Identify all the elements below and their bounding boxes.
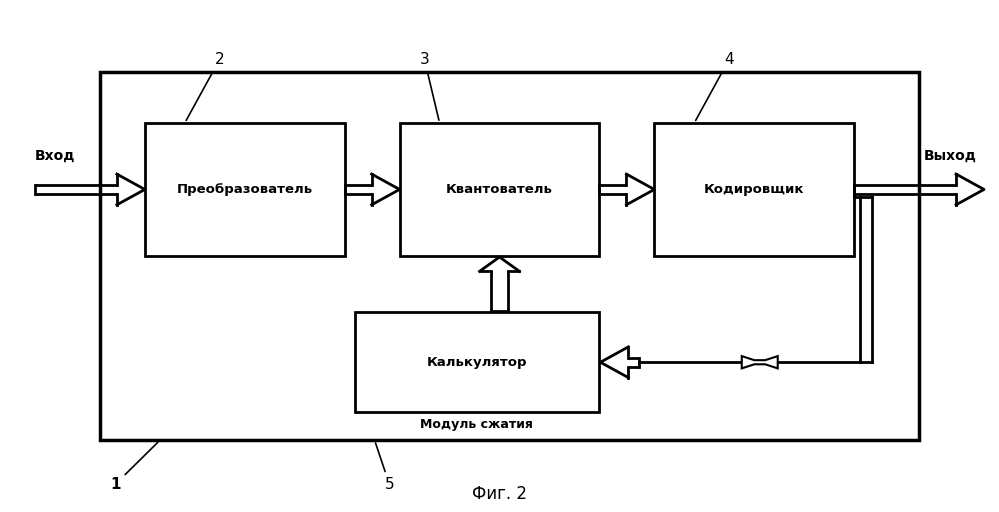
Bar bbox=[355, 312, 599, 412]
Text: 1: 1 bbox=[110, 442, 158, 492]
Text: Модуль сжатия: Модуль сжатия bbox=[420, 418, 532, 431]
Text: 3: 3 bbox=[420, 52, 439, 120]
Text: Преобразователь: Преобразователь bbox=[177, 183, 313, 196]
Text: Вход: Вход bbox=[35, 149, 75, 163]
Bar bbox=[145, 123, 345, 256]
Text: 5: 5 bbox=[376, 443, 395, 492]
Text: Калькулятор: Калькулятор bbox=[427, 356, 527, 369]
Text: 2: 2 bbox=[186, 52, 225, 120]
Text: 4: 4 bbox=[695, 52, 734, 120]
Text: Квантователь: Квантователь bbox=[447, 183, 552, 196]
Text: Фиг. 2: Фиг. 2 bbox=[472, 485, 527, 503]
Polygon shape bbox=[741, 356, 777, 369]
Bar bbox=[654, 123, 854, 256]
Text: Кодировщик: Кодировщик bbox=[704, 183, 804, 196]
Bar bbox=[400, 123, 599, 256]
Text: Выход: Выход bbox=[924, 149, 977, 163]
Bar bbox=[100, 72, 919, 440]
